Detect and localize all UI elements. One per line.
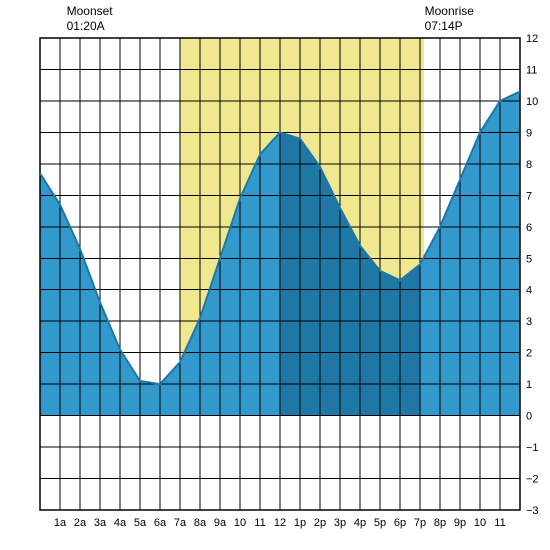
y-tick: 10	[526, 96, 538, 108]
x-tick: 11	[494, 517, 505, 529]
chart-svg: 1211109876543210−1−2−31a2a3a4a5a6a7a8a9a…	[0, 0, 550, 550]
x-tick: 7p	[414, 517, 426, 529]
x-tick: 10	[474, 517, 486, 529]
y-tick: 3	[526, 316, 532, 328]
y-tick: 9	[526, 127, 532, 139]
x-tick: 1p	[294, 517, 306, 529]
x-tick: 5a	[134, 517, 147, 529]
x-tick: 8p	[434, 517, 446, 529]
moonrise-label: Moonrise	[425, 4, 474, 18]
y-tick: −3	[526, 505, 539, 517]
y-tick: 7	[526, 190, 532, 202]
x-tick: 2p	[314, 517, 326, 529]
y-tick: −1	[526, 442, 539, 454]
tide-chart: Moonset 01:20A Moonrise 07:14P 121110987…	[0, 0, 550, 550]
x-tick: 3a	[94, 517, 107, 529]
x-tick: 4p	[354, 517, 366, 529]
y-tick: 1	[526, 379, 532, 391]
x-tick: 3p	[334, 517, 346, 529]
moonset-label: Moonset	[67, 4, 113, 18]
y-tick: 2	[526, 348, 532, 360]
y-tick: 12	[526, 33, 538, 45]
x-tick: 6a	[154, 517, 167, 529]
x-tick: 7a	[174, 517, 187, 529]
y-tick: 0	[526, 411, 532, 423]
y-tick: −2	[526, 474, 539, 486]
x-tick: 9a	[214, 517, 227, 529]
x-tick: 8a	[194, 517, 207, 529]
y-tick: 4	[526, 285, 532, 297]
y-tick: 6	[526, 222, 532, 234]
y-tick: 5	[526, 253, 532, 265]
x-tick: 4a	[114, 517, 127, 529]
x-tick: 9p	[454, 517, 466, 529]
y-tick: 11	[526, 64, 537, 76]
moonrise-annotation: Moonrise 07:14P	[425, 4, 474, 34]
x-tick: 6p	[394, 517, 406, 529]
x-tick: 11	[254, 517, 265, 529]
moonrise-time: 07:14P	[425, 19, 474, 34]
y-tick: 8	[526, 159, 532, 171]
x-tick: 5p	[374, 517, 386, 529]
x-tick: 1a	[54, 517, 67, 529]
x-tick: 10	[234, 517, 246, 529]
moonset-time: 01:20A	[67, 19, 113, 34]
x-tick: 2a	[74, 517, 87, 529]
x-tick: 12	[274, 517, 286, 529]
moonset-annotation: Moonset 01:20A	[67, 4, 113, 34]
